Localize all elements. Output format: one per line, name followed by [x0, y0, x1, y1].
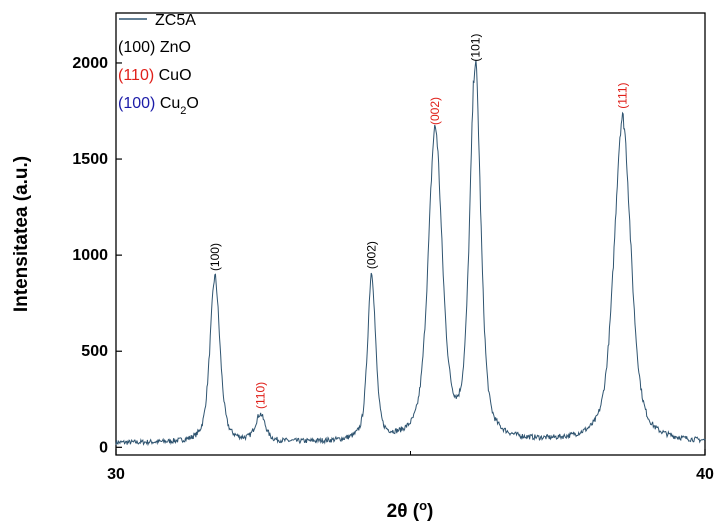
peak-label: (100): [208, 243, 222, 271]
y-axis-title: Intensitatea (a.u.): [11, 156, 32, 312]
x-axis-ticks: 30 40: [107, 449, 714, 483]
legend-entry-cu2o: (100) Cu2O: [118, 95, 199, 117]
peak-label: (101): [468, 34, 482, 62]
y-tick-label: 500: [81, 343, 108, 360]
legend-entry-cu2o-name: Cu: [160, 95, 180, 112]
legend-entry-cu2o-tail: O: [186, 95, 198, 112]
y-tick-label: 1000: [72, 247, 108, 264]
plot-frame: [115, 12, 706, 456]
x-axis-title-unit: o: [419, 498, 427, 513]
legend-entry-cuo-name: CuO: [159, 67, 192, 84]
y-tick-label: 2000: [72, 55, 108, 72]
legend-entry-zno-index: (100): [118, 39, 155, 56]
legend-entry-zno-name: ZnO: [160, 39, 191, 56]
series-line-zc5a: [115, 59, 706, 447]
x-tick-label: 30: [107, 466, 125, 483]
y-tick-label: 0: [99, 439, 108, 456]
legend-entry-zno: (100) ZnO: [118, 39, 191, 56]
x-axis-title-close: ): [427, 501, 433, 522]
legend-series-label: ZC5A: [155, 12, 196, 29]
peak-label: (111): [616, 83, 630, 109]
legend-entry-cu2o-subscript: 2: [180, 105, 186, 117]
x-tick-label: 40: [696, 466, 714, 483]
legend-entry-cuo-index: (110): [118, 67, 154, 84]
y-axis-ticks: 0 500 1000 1500 2000: [72, 55, 122, 456]
x-axis-title-main: 2θ (: [387, 501, 420, 522]
legend: ZC5A (100) ZnO (110) CuO (100) Cu2O: [118, 12, 199, 117]
y-tick-label: 1500: [72, 151, 108, 168]
x-axis-title: 2θ (o): [387, 498, 434, 523]
peak-label: (110): [253, 382, 267, 409]
peak-labels: (100) (110) (002) (002) (101) (111): [208, 34, 630, 409]
peak-label: (002): [365, 241, 379, 269]
peak-label: (002): [428, 97, 442, 125]
legend-entry-cuo: (110) CuO: [118, 67, 192, 84]
legend-entry-cu2o-index: (100): [118, 95, 155, 112]
